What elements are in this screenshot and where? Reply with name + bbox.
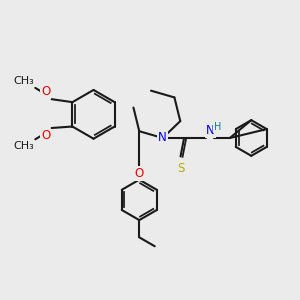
Text: O: O (135, 167, 144, 180)
Text: H: H (214, 122, 221, 132)
Text: CH₃: CH₃ (13, 76, 34, 86)
Text: O: O (41, 85, 50, 98)
Text: CH₃: CH₃ (13, 141, 34, 151)
Text: N: N (206, 124, 215, 137)
Text: S: S (177, 162, 184, 175)
Text: N: N (158, 131, 167, 145)
Text: O: O (41, 130, 50, 142)
